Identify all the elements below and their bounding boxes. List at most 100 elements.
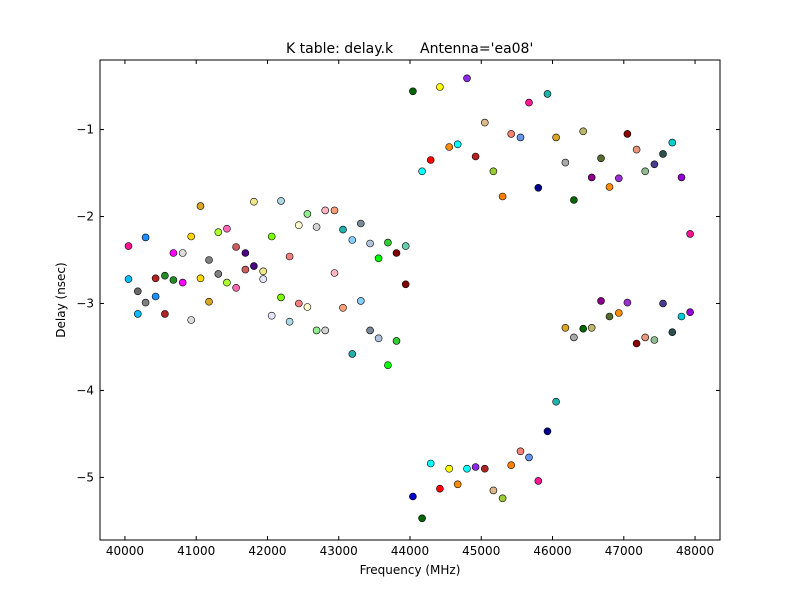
x-tick-label: 45000 — [462, 544, 500, 558]
data-point — [668, 138, 677, 147]
y-tick-label: −2 — [76, 210, 94, 224]
data-point — [384, 238, 392, 247]
y-tick-label: −3 — [76, 296, 94, 310]
data-point — [659, 150, 667, 158]
data-point — [374, 334, 383, 343]
data-point — [294, 299, 303, 308]
data-point — [178, 249, 187, 257]
data-point — [409, 492, 417, 501]
x-tick-label: 44000 — [391, 544, 429, 558]
x-tick-label: 42000 — [248, 544, 286, 558]
data-point — [141, 233, 150, 242]
data-point — [471, 463, 480, 471]
data-point — [426, 156, 435, 164]
x-axis-label: Frequency (MHz) — [360, 563, 461, 577]
data-point — [623, 298, 632, 307]
data-point — [668, 328, 677, 337]
data-point — [294, 221, 303, 229]
data-point — [597, 297, 605, 305]
data-point — [436, 83, 444, 91]
data-point — [321, 326, 330, 335]
data-point — [161, 271, 169, 280]
data-point — [267, 311, 276, 320]
data-point — [348, 236, 357, 244]
data-point — [463, 464, 471, 473]
data-point — [587, 173, 596, 182]
data-point — [632, 145, 641, 154]
data-point — [659, 299, 667, 308]
data-point — [570, 333, 578, 342]
data-point — [623, 130, 632, 138]
x-tick-label: 48000 — [676, 544, 714, 558]
data-point — [534, 477, 543, 485]
data-point — [366, 326, 374, 335]
data-point — [187, 316, 195, 324]
data-point — [392, 337, 401, 345]
data-point — [214, 228, 223, 236]
data-point — [552, 133, 560, 142]
data-point — [187, 232, 195, 241]
data-point — [151, 292, 160, 301]
data-point — [507, 461, 516, 470]
data-point — [436, 484, 444, 493]
data-point — [418, 514, 426, 523]
data-point — [303, 303, 312, 311]
data-point — [161, 310, 169, 318]
data-point — [453, 140, 462, 149]
y-axis-ticks: −1 −2 −3 −4 −5 — [76, 123, 720, 484]
x-tick-label: 46000 — [533, 544, 571, 558]
data-point — [250, 197, 258, 206]
chart-subtitle: Antenna='ea08' — [420, 41, 533, 57]
data-point — [516, 447, 525, 456]
x-axis-ticks: 40000 41000 42000 43000 44000 45000 46000 47000… — [106, 60, 714, 558]
x-tick-label: 47000 — [605, 544, 643, 558]
y-tick-label: −1 — [76, 123, 94, 137]
data-point — [356, 297, 365, 305]
data-point — [632, 339, 641, 348]
data-point — [489, 167, 498, 176]
data-point — [330, 269, 339, 277]
data-point — [686, 308, 694, 317]
y-tick-label: −4 — [76, 383, 94, 397]
data-point — [196, 202, 205, 210]
data-point — [579, 127, 588, 136]
data-point — [259, 275, 268, 283]
data-point — [677, 312, 686, 321]
data-point — [312, 326, 321, 335]
data-point — [241, 265, 250, 274]
data-point — [471, 152, 480, 161]
data-point — [178, 278, 187, 287]
y-tick-label: −5 — [76, 470, 94, 484]
data-point — [401, 242, 410, 250]
x-tick-label: 40000 — [106, 544, 144, 558]
data-point — [418, 167, 426, 176]
data-point — [141, 298, 150, 307]
data-point — [285, 252, 294, 261]
data-point — [641, 333, 650, 342]
data-point — [169, 276, 178, 284]
data-point — [561, 158, 570, 167]
data-point — [285, 317, 294, 326]
data-point — [587, 323, 596, 332]
data-point — [250, 262, 258, 270]
data-point — [463, 74, 471, 83]
data-point — [579, 324, 588, 333]
data-point — [641, 167, 650, 176]
data-point — [516, 133, 525, 142]
data-point — [480, 118, 489, 127]
data-point — [480, 464, 489, 473]
data-point — [614, 174, 623, 183]
data-point — [124, 242, 133, 250]
data-point — [232, 243, 240, 251]
data-point — [366, 239, 374, 248]
data-point — [241, 249, 250, 257]
data-point — [312, 223, 321, 231]
data-point — [543, 90, 552, 98]
y-axis-label: Delay (nsec) — [54, 262, 68, 337]
data-point — [277, 293, 285, 302]
data-point — [223, 278, 231, 287]
data-point — [525, 98, 533, 107]
data-point — [453, 480, 462, 489]
data-point — [232, 283, 240, 292]
